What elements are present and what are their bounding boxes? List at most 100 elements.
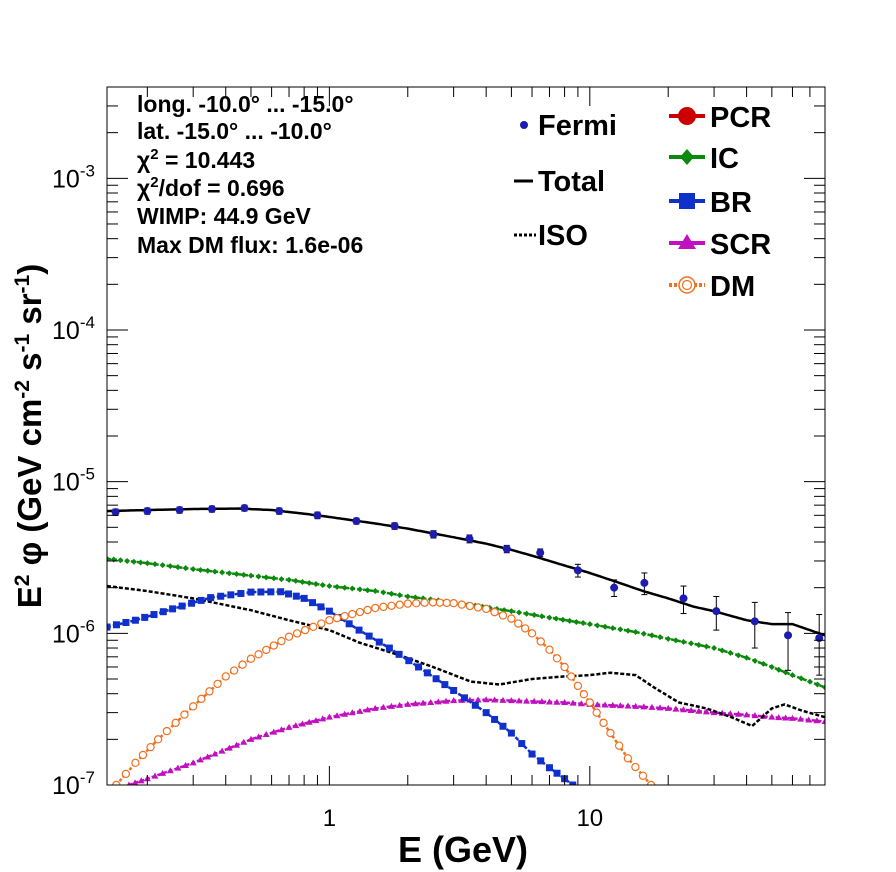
br-point-33: [415, 663, 423, 671]
ic-point-57: [523, 610, 530, 617]
fermi-point-5: [275, 507, 284, 516]
dm-point-57: [567, 672, 576, 681]
iso-series: [107, 584, 825, 728]
dm-point-34: [387, 601, 396, 610]
ic-point-33: [341, 584, 348, 591]
ic-point-90: [775, 666, 782, 673]
dm-point-33: [379, 602, 388, 612]
y-tick-exp-1: -6: [80, 616, 95, 635]
scr-point-86: [782, 714, 790, 721]
legend-dm-marker-inner: [681, 279, 693, 291]
y-tick-base-1: 10: [52, 620, 80, 648]
fermi-point-13: [573, 566, 582, 575]
dm-point-35: [395, 600, 404, 609]
br-point-48: [553, 769, 561, 777]
br-point-43: [507, 729, 515, 737]
y-tick-exp-2: -5: [80, 465, 95, 484]
br-point-40: [482, 709, 490, 717]
ic-point-78: [680, 638, 687, 645]
scr-point-55: [538, 698, 546, 705]
scr-point-34: [371, 704, 379, 711]
scr-point-12: [211, 750, 219, 757]
y-tick-exp-3: -4: [80, 313, 95, 332]
ic-point-5: [137, 559, 144, 566]
br-point-11: [207, 594, 215, 602]
dm-point-56: [560, 662, 569, 672]
br-point-9: [188, 599, 196, 607]
ic-point-41: [404, 593, 411, 600]
legend-left: Fermi Total ISO: [514, 110, 617, 252]
legend-br-label: BR: [710, 187, 752, 219]
scr-point-39: [411, 700, 419, 707]
br-point-1: [112, 621, 120, 629]
scr-point-69: [648, 703, 656, 710]
scr-point-38: [404, 700, 412, 707]
dm-point-2: [131, 758, 140, 768]
dm-point-6: [162, 726, 172, 736]
ic-point-37: [372, 588, 379, 595]
y-title-sr: sr: [11, 293, 48, 334]
x-tick-label-0: 1: [323, 805, 336, 832]
scr-point-81: [743, 711, 751, 718]
scr-point-48: [482, 696, 490, 703]
br-point-10: [197, 596, 205, 604]
y-tick-label-2: 10-5: [52, 465, 95, 497]
y-title-s: s: [11, 353, 48, 381]
br-point-27: [355, 626, 363, 634]
ic-point-30: [319, 582, 326, 589]
dm-point-49: [507, 614, 516, 623]
fermi-point-0: [111, 508, 120, 517]
scr-point-64: [609, 701, 617, 708]
y-tick-label-4: 10-3: [52, 161, 95, 193]
dm-point-26: [325, 616, 334, 625]
ic-point-77: [672, 637, 679, 644]
dm-point-4: [146, 742, 155, 752]
scr-point-18: [255, 733, 263, 740]
y-tick-exp-4: -3: [80, 161, 95, 180]
dm-point-66: [631, 762, 640, 772]
scr-point-16: [240, 738, 248, 745]
scr-point-32: [356, 707, 364, 714]
dm-point-47: [490, 607, 499, 617]
scr-point-60: [577, 700, 585, 707]
ic-point-35: [356, 586, 363, 593]
fermi-point-4: [240, 504, 249, 513]
ic-point-63: [566, 617, 573, 624]
legend-pcr-label: PCR: [710, 102, 771, 134]
br-point-44: [518, 740, 526, 748]
scr-point-35: [379, 703, 387, 710]
ic-point-95: [814, 681, 821, 688]
scr-point-63: [601, 701, 609, 708]
dm-point-38: [420, 598, 429, 607]
scr-point-25: [305, 718, 313, 725]
br-point-38: [460, 694, 468, 702]
scr-point-79: [726, 710, 734, 717]
scr-point-66: [624, 702, 632, 709]
br-point-29: [375, 638, 383, 646]
scr-point-50: [499, 696, 507, 703]
dm-point-62: [599, 718, 608, 728]
ic-point-81: [703, 643, 710, 650]
scr-point-74: [687, 707, 695, 714]
dm-point-21: [284, 632, 294, 641]
dm-point-55: [552, 654, 562, 663]
scr-point-33: [364, 706, 372, 713]
br-point-31: [395, 650, 403, 658]
legend-right: PCR IC BR SCR DM: [669, 102, 771, 303]
dm-point-27: [332, 613, 342, 623]
info-chi2-sup: 2: [150, 146, 158, 163]
br-point-17: [267, 588, 275, 596]
dm-point-22: [292, 629, 302, 638]
scr-point-49: [491, 696, 499, 703]
br-point-37: [450, 686, 458, 694]
br-point-30: [385, 644, 393, 652]
ic-point-68: [602, 623, 609, 630]
ic-point-75: [657, 634, 664, 641]
dm-point-28: [340, 611, 349, 621]
dm-point-43: [457, 600, 466, 609]
dm-point-14: [229, 666, 239, 675]
ic-point-14: [204, 567, 211, 574]
br-point-36: [441, 681, 449, 689]
dm-point-29: [348, 609, 357, 619]
